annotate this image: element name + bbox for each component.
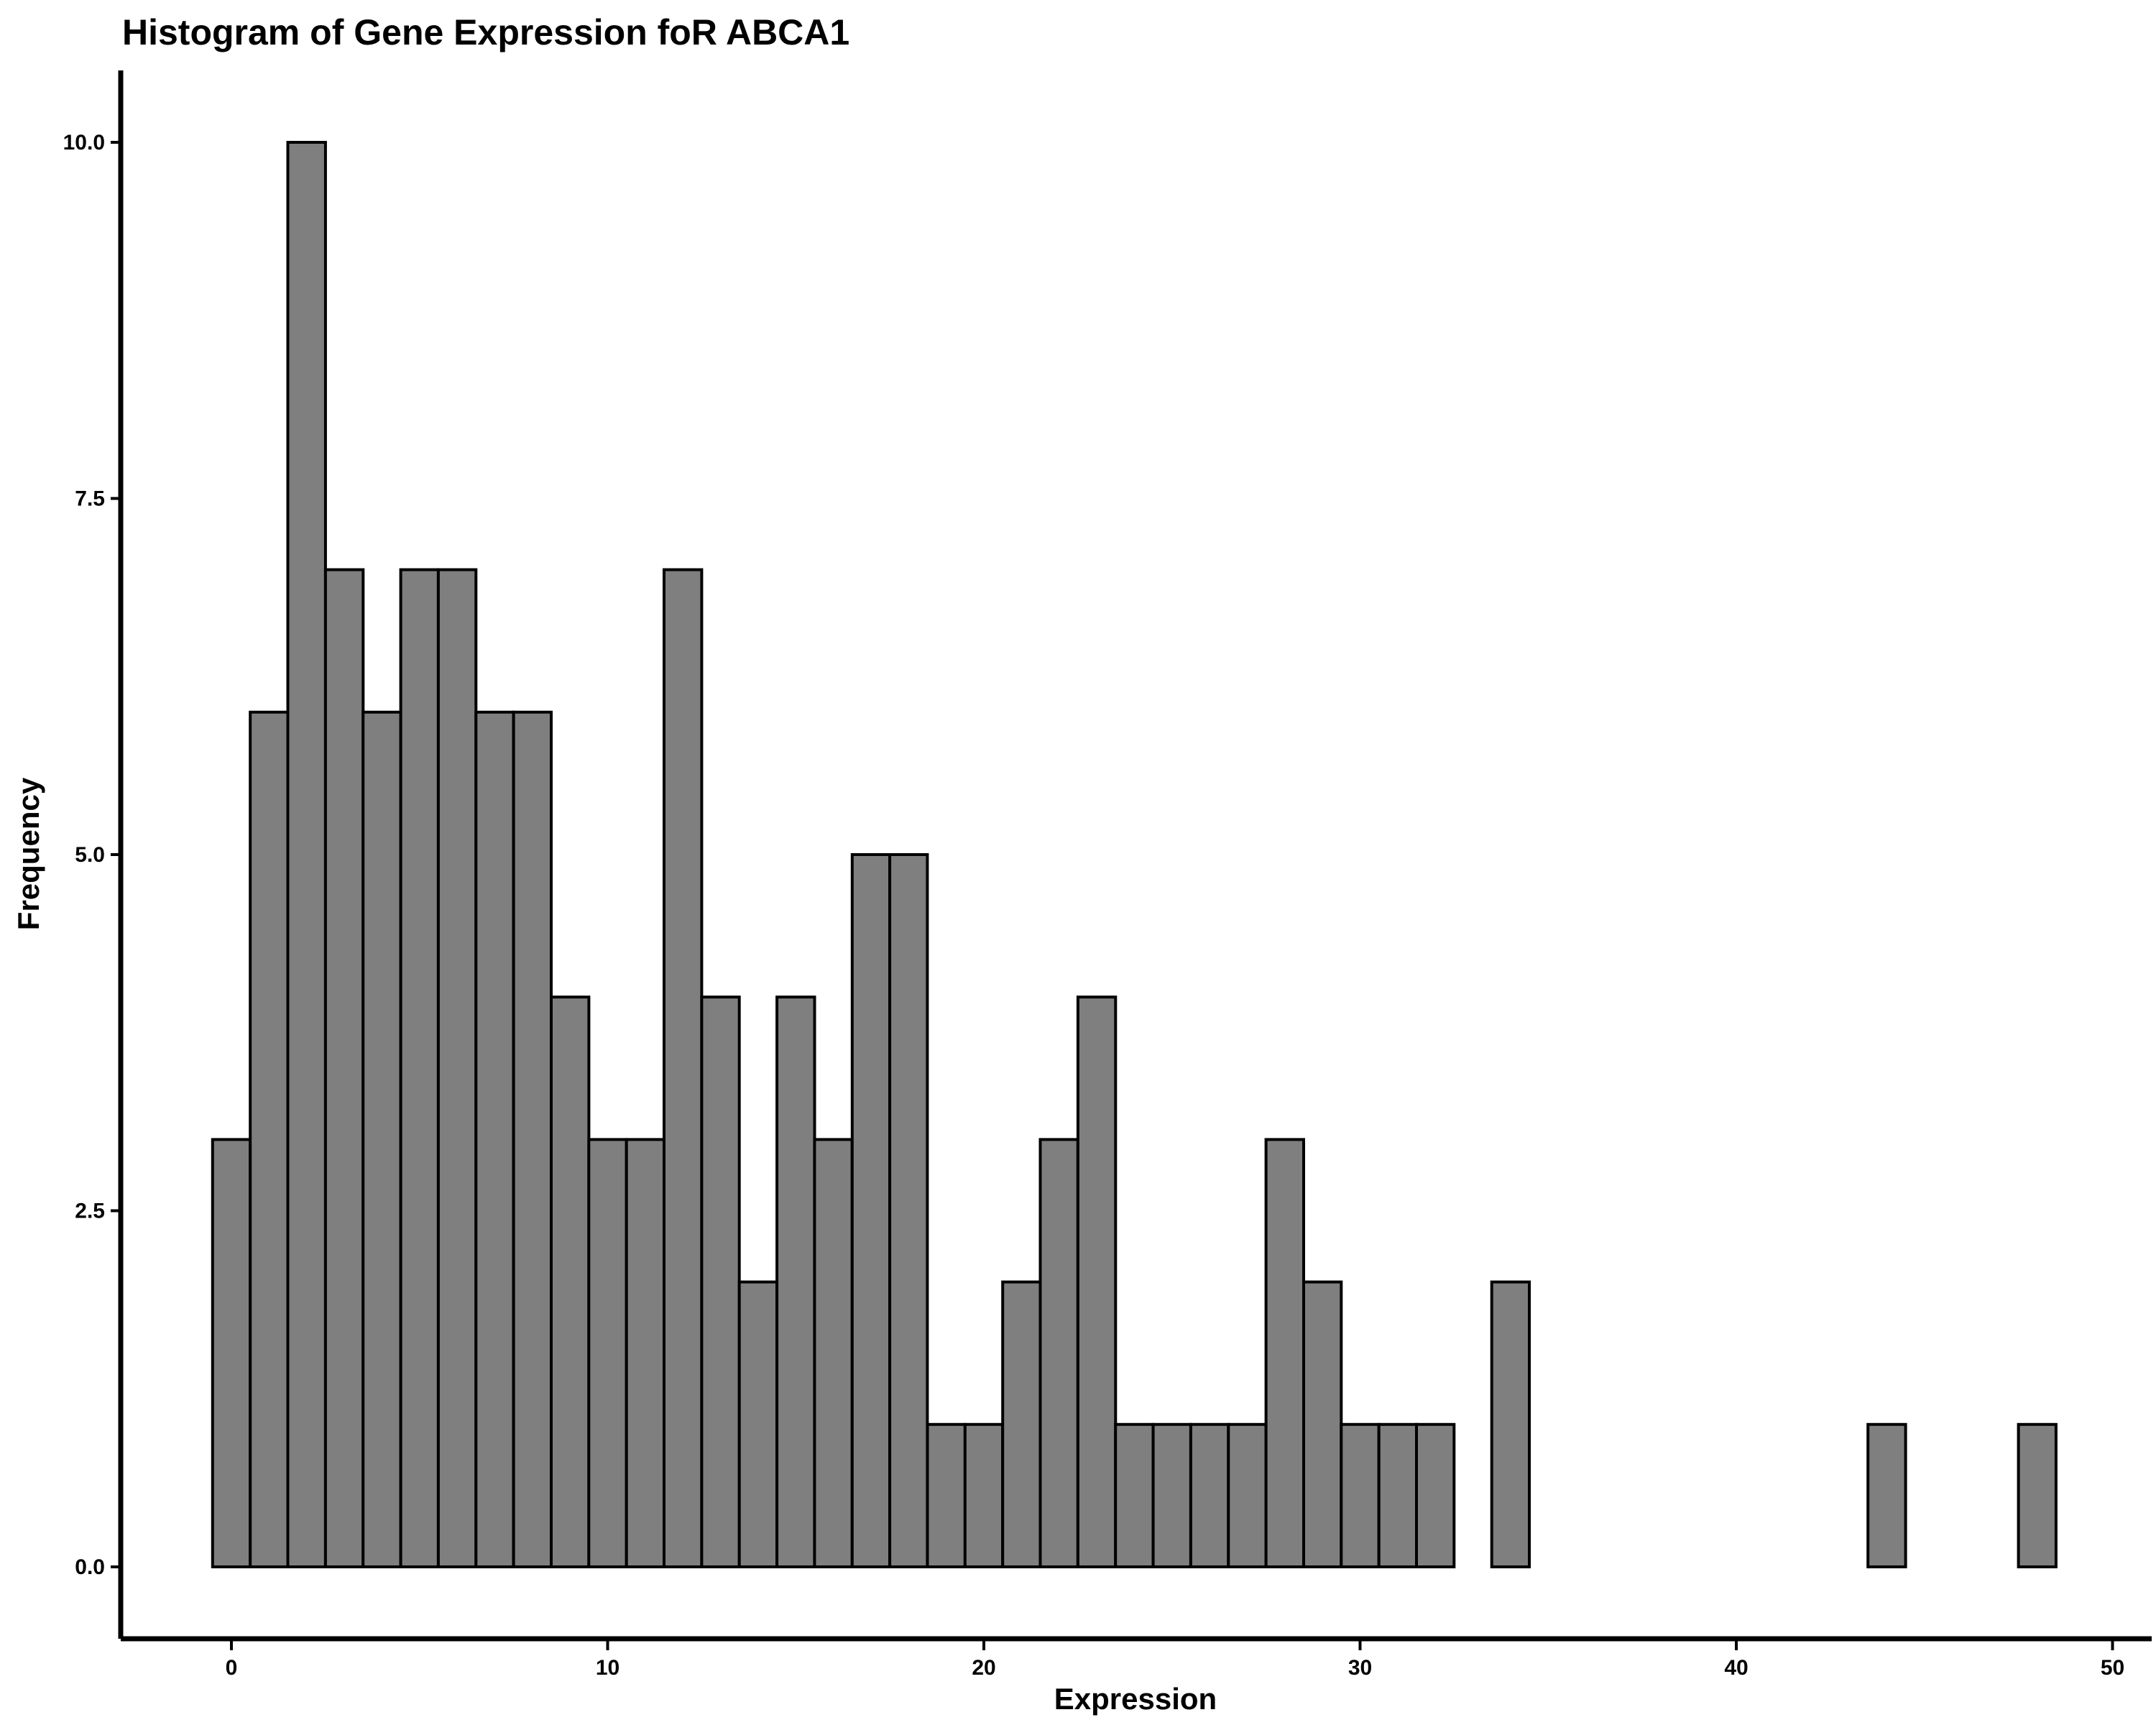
- histogram-bar: [2017, 1422, 2058, 1569]
- histogram-bar: [700, 995, 741, 1568]
- histogram-bar: [737, 1280, 779, 1568]
- y-tick-label: 10.0: [63, 131, 105, 155]
- histogram-bar: [1076, 995, 1118, 1568]
- histogram-bar: [1415, 1422, 1456, 1569]
- histogram-bar: [1490, 1280, 1531, 1568]
- histogram-bar: [1189, 1422, 1230, 1569]
- histogram-bar: [1114, 1422, 1155, 1569]
- histogram-bar: [1377, 1422, 1419, 1569]
- x-axis-label: Expression: [1054, 1682, 1217, 1716]
- histogram-bar: [1001, 1280, 1042, 1568]
- histogram-bar: [663, 568, 704, 1568]
- x-tick-label: 20: [972, 1656, 995, 1680]
- x-tick-label: 40: [1724, 1656, 1748, 1680]
- y-tick-label: 0.0: [75, 1555, 105, 1579]
- histogram-bar: [361, 710, 402, 1568]
- histogram-bar: [474, 710, 515, 1568]
- histogram-bar: [587, 1138, 628, 1568]
- histogram-bar: [249, 710, 290, 1568]
- histogram-bar: [1227, 1422, 1268, 1569]
- x-tick-label: 50: [2101, 1656, 2124, 1680]
- histogram-bar: [1302, 1280, 1343, 1568]
- x-tick-label: 30: [1348, 1656, 1372, 1680]
- histogram-bar: [512, 710, 553, 1568]
- histogram-bar: [550, 995, 591, 1568]
- histogram-bar: [399, 568, 440, 1568]
- histogram-bar: [813, 1138, 854, 1568]
- histogram-bar: [775, 995, 816, 1568]
- histogram-bar: [850, 853, 892, 1568]
- histogram-bar: [1038, 1138, 1079, 1568]
- histogram-bar: [1151, 1422, 1192, 1569]
- x-tick-label: 10: [596, 1656, 619, 1680]
- histogram-bar: [436, 568, 478, 1568]
- y-tick-label: 5.0: [75, 843, 105, 867]
- y-tick-label: 7.5: [75, 487, 105, 511]
- histogram-bar: [323, 568, 365, 1568]
- x-tick-label: 0: [226, 1656, 238, 1680]
- histogram-bar: [888, 853, 929, 1568]
- histogram-bar: [963, 1422, 1005, 1569]
- histogram-bar: [1340, 1422, 1381, 1569]
- histogram-bar: [211, 1138, 252, 1568]
- histogram-bar: [286, 141, 327, 1568]
- histogram-bar: [625, 1138, 666, 1568]
- y-tick-label: 2.5: [75, 1200, 105, 1223]
- y-axis-label: Frequency: [11, 777, 45, 930]
- histogram-bar: [926, 1422, 967, 1569]
- chart-title: Histogram of Gene Expression foR ABCA1: [122, 12, 849, 52]
- bars-group: [211, 141, 2058, 1569]
- histogram-bar: [1264, 1138, 1305, 1568]
- histogram-bar: [1866, 1422, 1907, 1569]
